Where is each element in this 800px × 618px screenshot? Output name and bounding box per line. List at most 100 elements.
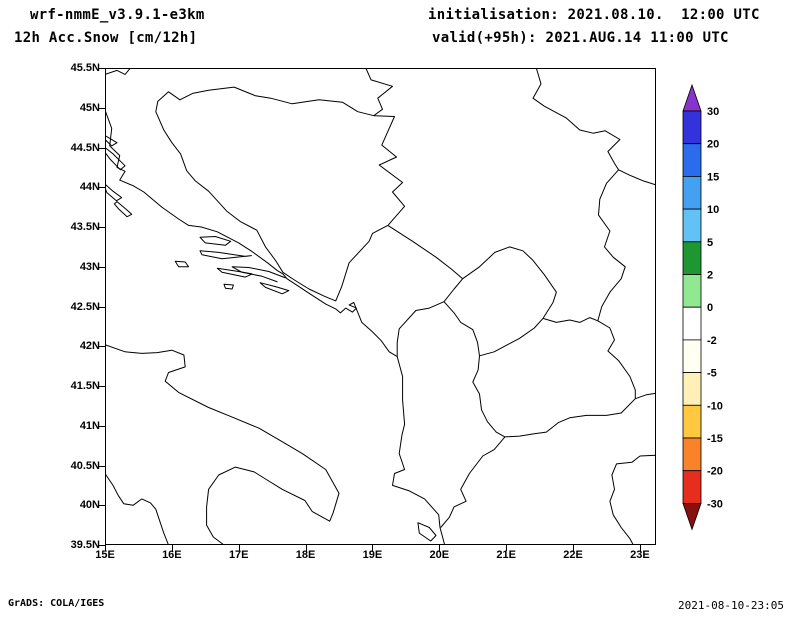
- colorbar-segment: [682, 437, 702, 472]
- border-pag-island: [104, 147, 126, 171]
- colorbar-label: 5: [707, 237, 713, 249]
- lon-tick-label: 22E: [563, 549, 583, 561]
- border-lastovo-island: [223, 283, 234, 290]
- lat-tick-label: 39.5N: [70, 539, 100, 551]
- colorbar-segment: [682, 470, 702, 504]
- border-greece-bulgaria: [635, 392, 657, 400]
- lon-tick-label: 20E: [429, 549, 450, 561]
- lat-tick-label: 42N: [79, 340, 100, 353]
- border-corfu-island: [417, 522, 437, 542]
- lon-tick-label: 18E: [295, 549, 316, 561]
- colorbar-segment: [682, 208, 702, 243]
- colorbar-segment: [682, 306, 702, 341]
- plot-timestamp: 2021-08-10-23:05: [678, 599, 784, 612]
- lon-tick-mark: [372, 545, 374, 551]
- colorbar-label: -15: [707, 433, 723, 445]
- colorbar-label: 20: [707, 139, 719, 151]
- colorbar-bottom-cap: [682, 502, 702, 531]
- lat-tick-label: 41.5N: [70, 380, 100, 392]
- product-title: 12h Acc.Snow [cm/12h]: [14, 30, 198, 46]
- border-macedonia-greece: [504, 398, 636, 438]
- border-slovenia-croatia: [104, 67, 131, 75]
- map-frame: [104, 67, 657, 546]
- colorbar-label: -10: [707, 400, 723, 412]
- lon-tick-label: 21E: [496, 549, 516, 561]
- lat-tick-label: 45N: [79, 101, 100, 114]
- colorbar-top-cap: [682, 84, 702, 112]
- lat-tick-label: 44.5N: [70, 141, 100, 154]
- lon-tick-mark: [105, 545, 106, 551]
- lat-tick-label: 42.5N: [70, 300, 100, 313]
- border-serbia-romania: [532, 67, 621, 171]
- colorbar-segment: [682, 339, 702, 373]
- lat-tick-mark: [98, 306, 105, 308]
- lat-tick-mark: [98, 386, 105, 387]
- border-serbia-bulgaria: [597, 169, 626, 321]
- lat-tick-mark: [98, 227, 105, 228]
- colorbar-label: 15: [707, 171, 719, 183]
- lon-tick-label: 19E: [362, 549, 383, 561]
- lat-tick-mark: [98, 68, 105, 69]
- border-vis-island: [174, 260, 190, 268]
- border-kosovo: [443, 246, 557, 357]
- lon-tick-label: 15E: [95, 549, 115, 561]
- border-peljesac-peninsula: [231, 266, 286, 283]
- border-albania-macedonia: [472, 355, 506, 438]
- border-mljet-island: [259, 282, 290, 295]
- lat-tick-mark: [98, 187, 105, 189]
- valid-time-label: valid(+95h): 2021.AUG.14 11:00 UTC: [432, 30, 729, 46]
- lat-tick-label: 40.5N: [70, 459, 100, 472]
- lat-tick-mark: [98, 147, 105, 149]
- colorbar-segment: [682, 404, 702, 439]
- lat-tick-mark: [98, 465, 105, 467]
- lat-tick-mark: [98, 107, 105, 109]
- border-serbia-montenegro: [387, 224, 464, 280]
- lat-tick-label: 40N: [79, 499, 100, 512]
- colorbar-label: -2: [707, 335, 717, 347]
- colorbar-segment: [682, 274, 702, 308]
- colorbar-segment: [682, 143, 702, 177]
- lat-tick-mark: [98, 266, 105, 268]
- init-time-label: initialisation: 2021.08.10. 12:00 UTC: [428, 7, 760, 23]
- lat-tick-label: 45.5N: [70, 62, 100, 74]
- lon-tick-mark: [439, 545, 441, 551]
- colorbar-label: 0: [707, 302, 713, 314]
- colorbar-segment: [682, 241, 702, 275]
- lat-tick-label: 43.5N: [70, 221, 100, 233]
- colorbar-label: -5: [707, 368, 717, 380]
- lon-tick-mark: [573, 545, 575, 551]
- lon-tick-label: 17E: [228, 549, 249, 561]
- lat-tick-label: 41N: [79, 419, 100, 432]
- border-korcula-island: [216, 267, 253, 278]
- grads-credit: GrADS: COLA/IGES: [8, 598, 105, 609]
- border-adriatic-east-coastline: [104, 109, 446, 546]
- lat-tick-label: 44N: [79, 181, 100, 194]
- border-rab-island: [104, 135, 118, 147]
- border-kornati-islands: [113, 201, 133, 218]
- border-romania-bulgaria-danube: [618, 169, 657, 186]
- lat-tick-mark: [98, 346, 105, 348]
- lon-tick-mark: [639, 545, 641, 551]
- border-macedonia-bulgaria: [597, 320, 636, 399]
- border-greece-aegean-coastline: [609, 454, 657, 546]
- lat-tick-label: 43N: [79, 260, 100, 273]
- lon-tick-mark: [171, 545, 173, 551]
- border-hvar-island: [199, 250, 252, 260]
- border-bosnia-herzegovina: [155, 86, 406, 302]
- lon-tick-mark: [506, 545, 508, 551]
- lon-tick-label: 23E: [630, 549, 650, 561]
- border-italy-tyrrhenian-coastline: [104, 473, 169, 546]
- colorbar-label: 30: [707, 106, 719, 118]
- lon-tick-mark: [305, 545, 307, 551]
- border-serbia-macedonia: [542, 317, 598, 323]
- colorbar-label: 2: [707, 270, 713, 282]
- map-borders-svg: [104, 67, 657, 546]
- model-title: wrf-nmmE_v3.9.1-e3km: [30, 7, 205, 23]
- lat-tick-mark: [98, 545, 105, 546]
- lat-tick-mark: [98, 505, 105, 507]
- lon-tick-mark: [238, 545, 240, 551]
- colorbar-label: -30: [707, 498, 723, 510]
- border-albania-greece: [440, 436, 506, 528]
